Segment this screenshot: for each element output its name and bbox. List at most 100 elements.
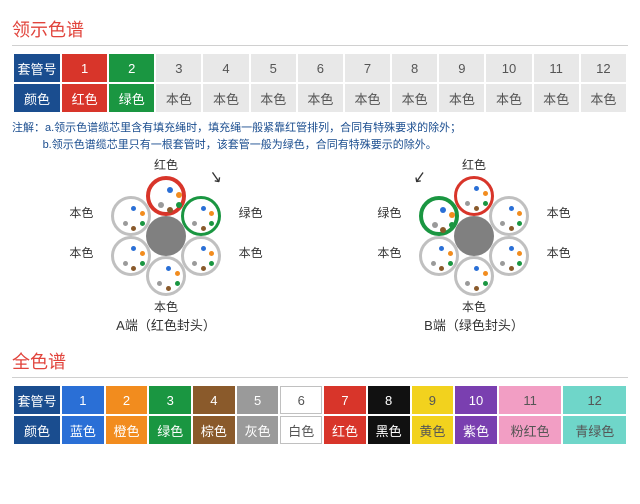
fiber-dot: [517, 221, 522, 226]
bottom-cell-num: 2: [106, 386, 148, 414]
top-cell-num: 8: [392, 54, 437, 82]
cable-tube: [419, 196, 459, 236]
bottom-header-num: 套管号: [14, 386, 60, 414]
bottom-cell-num: 7: [324, 386, 366, 414]
bottom-cell-color: 青绿色: [563, 416, 626, 444]
caption-a: A端（红色封头）: [91, 315, 241, 334]
bottom-cell-num: 1: [62, 386, 104, 414]
fiber-dot: [500, 211, 505, 216]
top-cell-color: 本色: [581, 84, 626, 112]
fiber-dot: [140, 211, 145, 216]
fiber-dot: [474, 266, 479, 271]
bottom-table: 套管号123456789101112 颜色蓝色橙色绿色棕色灰色白色红色黑色黄色紫…: [12, 384, 628, 446]
fiber-dot: [465, 191, 470, 196]
bottom-cell-num: 9: [412, 386, 454, 414]
fiber-dot: [500, 221, 505, 226]
top-cell-color: 本色: [486, 84, 531, 112]
fiber-dot: [517, 211, 522, 216]
tube-label: 本色: [154, 298, 178, 315]
top-header-color: 颜色: [14, 84, 60, 112]
bottom-cell-color: 红色: [324, 416, 366, 444]
cable-tube: [419, 236, 459, 276]
bottom-cell-color: 紫色: [455, 416, 497, 444]
top-cell-color: 红色: [62, 84, 107, 112]
fiber-dot: [167, 207, 173, 213]
top-cell-color: 本色: [251, 84, 296, 112]
top-header-num: 套管号: [14, 54, 60, 82]
fiber-dot: [500, 261, 505, 266]
fiber-dot: [517, 251, 522, 256]
fiber-dot: [509, 246, 514, 251]
fiber-dot: [175, 281, 180, 286]
cable-core: [146, 216, 186, 256]
top-cell-num: 1: [62, 54, 107, 82]
top-cell-num: 9: [439, 54, 484, 82]
bottom-cell-color: 黑色: [368, 416, 410, 444]
top-cell-num: 3: [156, 54, 201, 82]
fiber-dot: [439, 266, 444, 271]
top-cell-color: 本色: [534, 84, 579, 112]
fiber-dot: [192, 251, 197, 256]
top-cell-num: 12: [581, 54, 626, 82]
fiber-dot: [431, 251, 436, 256]
bottom-cell-color: 蓝色: [62, 416, 104, 444]
tube-label: 本色: [377, 244, 401, 261]
fiber-dot: [474, 206, 479, 211]
fiber-dot: [517, 261, 522, 266]
cable-tube: [181, 196, 221, 236]
fiber-dot: [449, 222, 455, 228]
fiber-dot: [474, 186, 479, 191]
fiber-dot: [483, 281, 488, 286]
top-cell-num: 7: [345, 54, 390, 82]
cable-tube: [454, 176, 494, 216]
fiber-dot: [209, 251, 214, 256]
fiber-dot: [192, 211, 197, 216]
bottom-cell-color: 黄色: [412, 416, 454, 444]
tube-label: 绿色: [377, 204, 401, 221]
top-cell-num: 6: [298, 54, 343, 82]
cable-core: [454, 216, 494, 256]
bottom-cell-num: 10: [455, 386, 497, 414]
fiber-dot: [440, 227, 446, 233]
top-table: 套管号123456789101112 颜色红色绿色本色本色本色本色本色本色本色本…: [12, 52, 628, 114]
fiber-dot: [474, 286, 479, 291]
bottom-cell-num: 11: [499, 386, 562, 414]
fiber-dot: [131, 246, 136, 251]
fiber-dot: [192, 261, 197, 266]
tube-label: 本色: [462, 298, 486, 315]
fiber-dot: [509, 206, 514, 211]
fiber-dot: [176, 192, 182, 198]
tube-label: 本色: [239, 244, 263, 261]
top-cell-color: 本色: [298, 84, 343, 112]
fiber-dot: [175, 271, 180, 276]
fiber-dot: [140, 221, 145, 226]
top-cell-num: 5: [251, 54, 296, 82]
note-b: b.领示色谱缆芯里只有一根套管时，该套管一般为绿色，合同有特殊要示的除外。: [43, 139, 437, 151]
fiber-dot: [465, 201, 470, 206]
top-title: 领示色谱: [12, 16, 628, 46]
fiber-dot: [166, 286, 171, 291]
fiber-dot: [449, 212, 455, 218]
fiber-dot: [192, 221, 197, 226]
top-cell-color: 本色: [156, 84, 201, 112]
rotation-arrow-icon: ↘: [207, 166, 224, 188]
fiber-dot: [465, 271, 470, 276]
fiber-dot: [131, 266, 136, 271]
fiber-dot: [209, 261, 214, 266]
bottom-title: 全色谱: [12, 348, 628, 378]
fiber-dot: [123, 211, 128, 216]
top-cell-num: 11: [534, 54, 579, 82]
top-cell-color: 本色: [392, 84, 437, 112]
fiber-dot: [157, 271, 162, 276]
fiber-dot: [483, 271, 488, 276]
fiber-dot: [465, 281, 470, 286]
caption-b: B端（绿色封头）: [399, 315, 549, 334]
fiber-dot: [157, 281, 162, 286]
fiber-dot: [167, 187, 173, 193]
top-cell-num: 10: [486, 54, 531, 82]
note-prefix: 注解：: [12, 122, 45, 134]
fiber-dot: [201, 246, 206, 251]
fiber-dot: [131, 226, 136, 231]
tube-label: 本色: [69, 244, 93, 261]
bottom-cell-num: 3: [149, 386, 191, 414]
